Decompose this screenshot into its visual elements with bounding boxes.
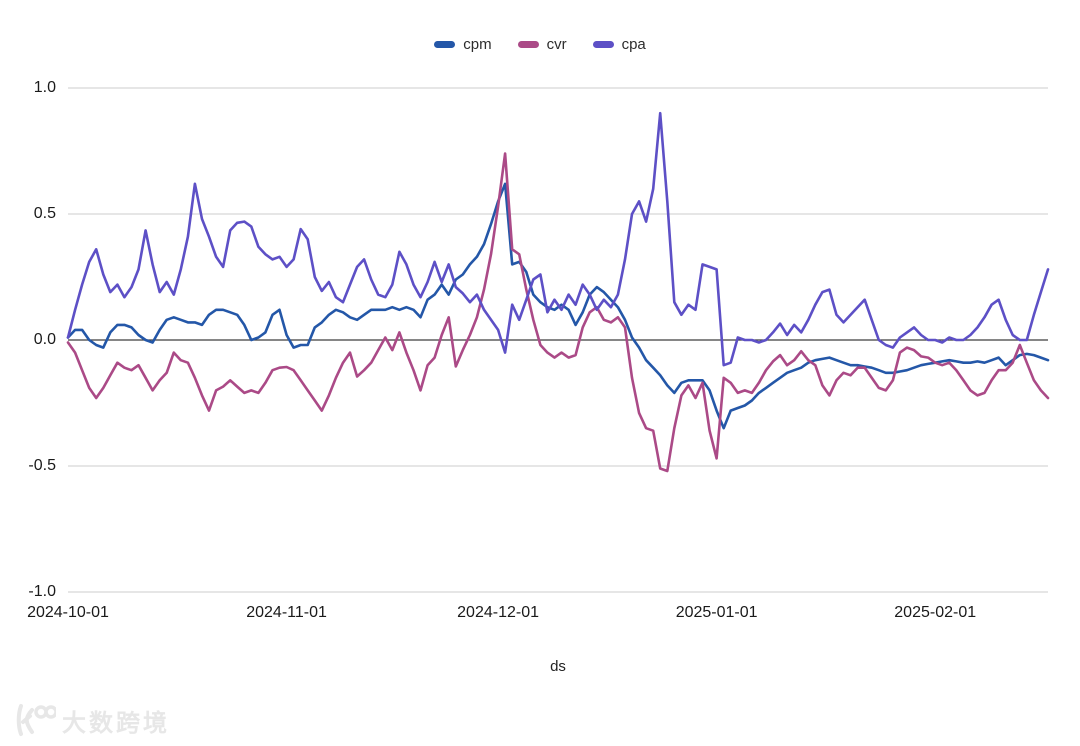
x-tick-label: 2024-12-01 <box>457 604 539 621</box>
series-line-cpa <box>66 111 1050 367</box>
legend-label-cvr: cvr <box>546 36 567 53</box>
series-line-cvr <box>66 152 1050 473</box>
y-tick-label: -0.5 <box>28 457 56 474</box>
legend-swatch-cvr-icon <box>517 41 539 48</box>
y-tick-label: -1.0 <box>28 583 56 600</box>
y-tick-label: 0.0 <box>33 331 56 348</box>
series-line-cpm <box>66 182 1050 430</box>
x-tick-label: 2025-01-01 <box>675 604 758 621</box>
legend-item-cvr[interactable]: cvr <box>517 36 567 53</box>
legend-swatch-cpm-icon <box>434 41 456 48</box>
x-tick-label: 2024-10-01 <box>27 604 109 621</box>
chart-legend: cpm cvr cpa <box>0 36 1080 53</box>
y-tick-label: 1.0 <box>33 79 56 96</box>
x-tick-label: 2024-11-01 <box>246 604 327 621</box>
x-axis-title: ds <box>550 658 566 675</box>
legend-item-cpa[interactable]: cpa <box>592 36 646 53</box>
legend-swatch-cpa-icon <box>592 41 614 48</box>
legend-item-cpm[interactable]: cpm <box>434 36 492 53</box>
legend-label-cpa: cpa <box>621 36 646 53</box>
y-tick-label: 0.5 <box>33 205 56 222</box>
x-tick-label: 2025-02-01 <box>894 604 977 621</box>
legend-label-cpm: cpm <box>463 36 492 53</box>
